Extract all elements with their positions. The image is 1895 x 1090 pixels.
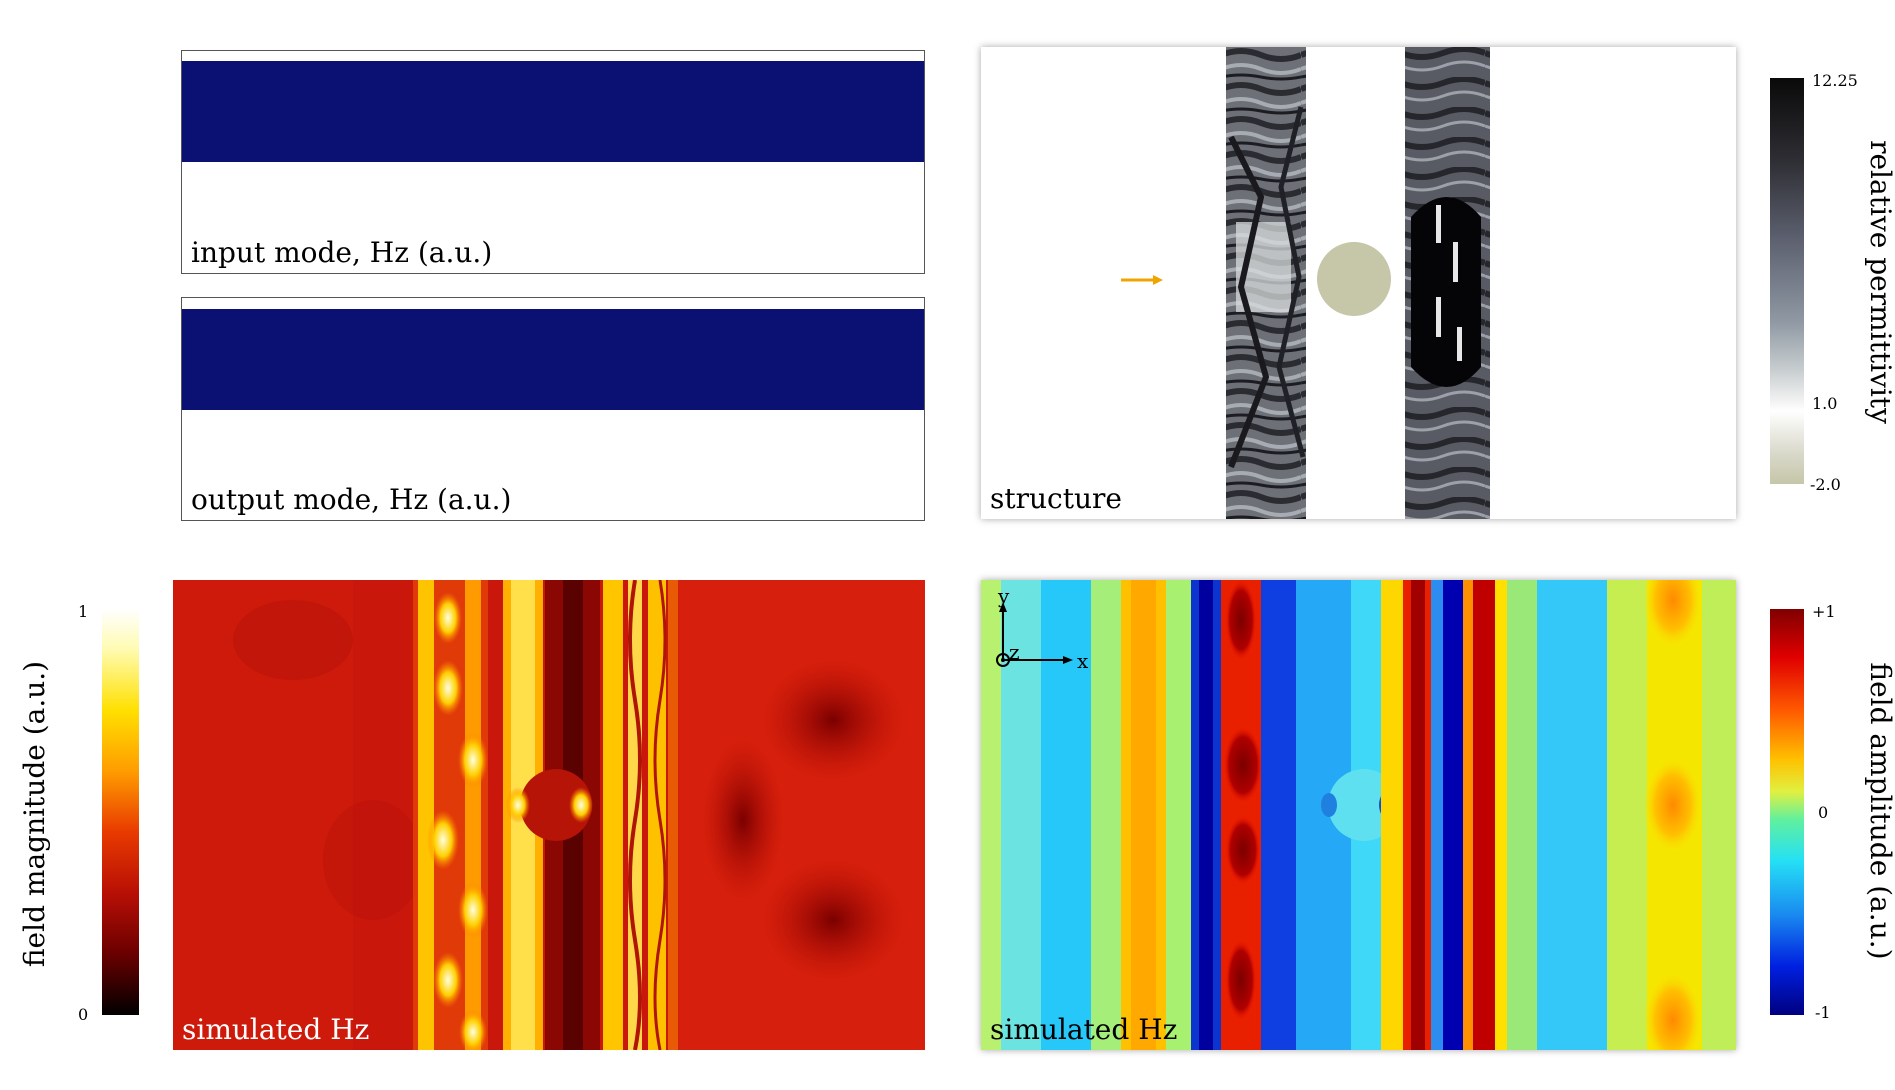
magnitude-tick-min: 0 — [78, 1005, 89, 1024]
magnitude-field-image — [173, 580, 925, 1050]
scatterer-particle — [1317, 242, 1391, 316]
axes-indicator — [996, 602, 1073, 667]
magnitude-colorbar — [102, 609, 139, 1015]
output-mode-band — [182, 309, 924, 410]
structure-panel: structure — [981, 47, 1736, 519]
amplitude-tick-mid: 0 — [1818, 803, 1829, 822]
amplitude-colorbar — [1770, 609, 1804, 1015]
amplitude-panel: y z x simulated Hz — [981, 580, 1736, 1050]
permittivity-tick-min: -2.0 — [1810, 475, 1841, 494]
input-mode-panel: input mode, Hz (a.u.) — [181, 50, 925, 274]
amplitude-tick-max: +1 — [1812, 602, 1836, 621]
input-mode-band — [182, 61, 924, 162]
magnitude-tick-max: 1 — [78, 602, 89, 621]
amplitude-tick-min: -1 — [1815, 1003, 1831, 1022]
input-mode-label: input mode, Hz (a.u.) — [191, 236, 493, 269]
amplitude-panel-label: simulated Hz — [990, 1013, 1178, 1046]
permittivity-colorbar — [1770, 78, 1804, 484]
output-mode-label: output mode, Hz (a.u.) — [191, 483, 512, 516]
axis-y-label: y — [998, 584, 1010, 608]
magnitude-axis-label: field magnitude (a.u.) — [18, 660, 51, 968]
magnitude-panel: simulated Hz — [173, 580, 925, 1050]
output-mode-panel: output mode, Hz (a.u.) — [181, 297, 925, 521]
axis-x-label: x — [1077, 649, 1089, 673]
amplitude-field-image — [981, 580, 1736, 1050]
permittivity-tick-max: 12.25 — [1812, 71, 1858, 90]
magnitude-panel-label: simulated Hz — [182, 1013, 370, 1046]
permittivity-axis-label: relative permittivity — [1864, 140, 1895, 424]
structure-label: structure — [990, 482, 1122, 515]
source-arrow-icon — [1121, 275, 1163, 285]
structure-image — [1121, 47, 1490, 519]
permittivity-tick-mid: 1.0 — [1812, 394, 1838, 413]
amplitude-axis-label: field amplitude (a.u.) — [1864, 662, 1895, 960]
axis-z-label: z — [1009, 640, 1020, 664]
